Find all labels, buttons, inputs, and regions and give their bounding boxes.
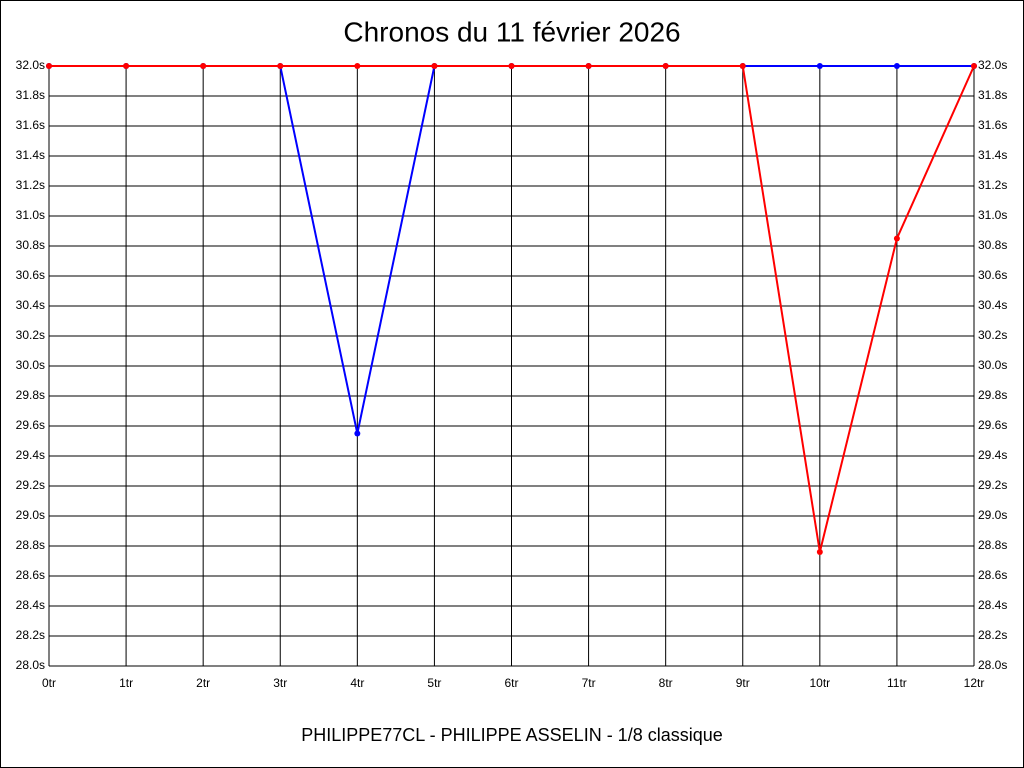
y-tick-label: 31.6s [16, 118, 45, 132]
point [893, 63, 900, 69]
y-tick-label: 28.0s [16, 658, 45, 672]
y2-tick-label: 30.0s [978, 358, 1007, 372]
y-tick-label: 31.4s [16, 148, 45, 162]
point [739, 63, 746, 69]
x-tick-label: 8tr [659, 676, 673, 690]
y2-tick-label: 30.6s [978, 268, 1007, 282]
point [816, 549, 823, 555]
x-tick-label: 7tr [582, 676, 596, 690]
x-tick-label: 3tr [273, 676, 287, 690]
y-tick-label: 29.4s [16, 448, 45, 462]
y2-tick-label: 29.8s [978, 388, 1007, 402]
y-tick-label: 29.2s [16, 478, 45, 492]
x-tick-label: 4tr [350, 676, 364, 690]
y-tick-label: 30.2s [16, 328, 45, 342]
y-tick-label: 28.4s [16, 598, 45, 612]
y2-tick-label: 28.8s [978, 538, 1007, 552]
y2-tick-label: 28.0s [978, 658, 1007, 672]
y2-tick-label: 29.2s [978, 478, 1007, 492]
x-tick-label: 10tr [809, 676, 830, 690]
point [354, 63, 361, 69]
y2-tick-label: 31.4s [978, 148, 1007, 162]
y2-tick-label: 28.4s [978, 598, 1007, 612]
x-tick-label: 2tr [196, 676, 210, 690]
point [46, 63, 52, 69]
point [431, 63, 438, 69]
point [354, 430, 361, 437]
y-tick-label: 29.0s [16, 508, 45, 522]
point [893, 235, 900, 242]
y2-tick-label: 31.8s [978, 88, 1007, 102]
y-tick-label: 32.0s [16, 58, 45, 72]
x-tick-label: 0tr [42, 676, 56, 690]
y2-tick-label: 31.0s [978, 208, 1007, 222]
point [585, 63, 592, 69]
y2-tick-label: 28.6s [978, 568, 1007, 582]
y-tick-label: 30.8s [16, 238, 45, 252]
y2-tick-label: 30.2s [978, 328, 1007, 342]
point [200, 63, 207, 69]
y2-tick-label: 30.4s [978, 298, 1007, 312]
y-tick-label: 31.2s [16, 178, 45, 192]
y-tick-label: 28.2s [16, 628, 45, 642]
y-tick-label: 30.6s [16, 268, 45, 282]
y2-tick-label: 31.2s [978, 178, 1007, 192]
x-tick-label: 5tr [427, 676, 441, 690]
point [123, 63, 130, 69]
x-tick-label: 1tr [119, 676, 133, 690]
x-tick-label: 11tr [887, 676, 907, 690]
y-tick-label: 31.0s [16, 208, 45, 222]
point [971, 63, 977, 69]
y2-tick-label: 29.0s [978, 508, 1007, 522]
y2-tick-label: 29.6s [978, 418, 1007, 432]
y2-tick-label: 31.6s [978, 118, 1007, 132]
y-tick-label: 29.6s [16, 418, 45, 432]
x-tick-label: 6tr [504, 676, 518, 690]
x-axis-label: PHILIPPE77CL - PHILIPPE ASSELIN - 1/8 cl… [301, 725, 723, 745]
point [508, 63, 515, 69]
y-tick-label: 29.8s [16, 388, 45, 402]
chart-title: Chronos du 11 février 2026 [343, 16, 680, 47]
y-tick-label: 31.8s [16, 88, 45, 102]
point [277, 63, 284, 69]
y2-tick-label: 32.0s [978, 58, 1007, 72]
x-tick-label: 9tr [736, 676, 750, 690]
y-tick-label: 28.6s [16, 568, 45, 582]
y2-tick-label: 28.2s [978, 628, 1007, 642]
x-tick-label: 12tr [964, 676, 985, 690]
point [662, 63, 669, 69]
y-tick-label: 30.0s [16, 358, 45, 372]
y2-tick-label: 29.4s [978, 448, 1007, 462]
y-tick-label: 28.8s [16, 538, 45, 552]
y-tick-label: 30.4s [16, 298, 45, 312]
point [816, 63, 823, 69]
y2-tick-label: 30.8s [978, 238, 1007, 252]
